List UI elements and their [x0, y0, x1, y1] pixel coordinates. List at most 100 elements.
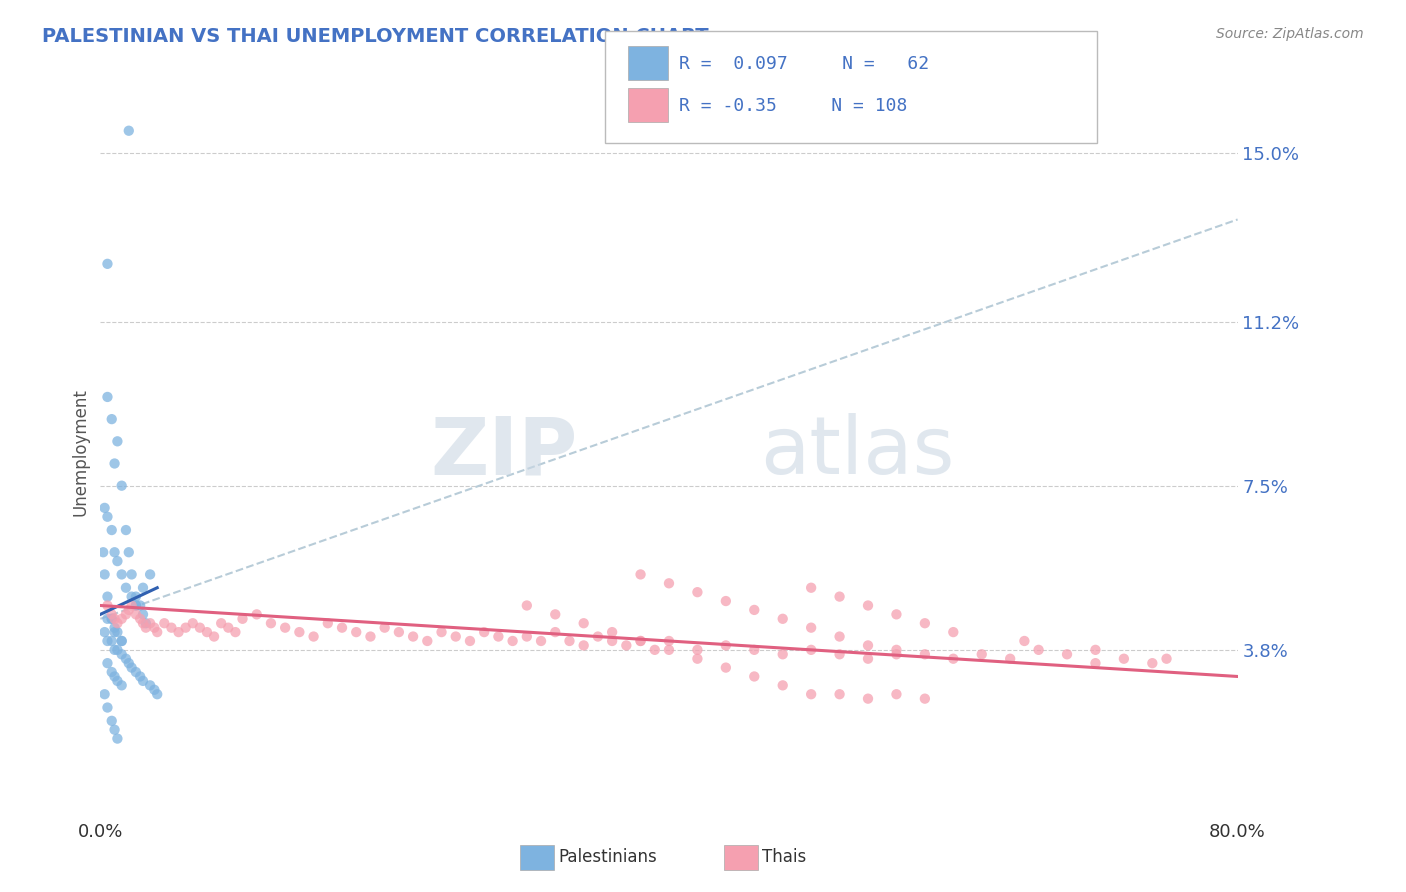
Point [1112, 651, 1135, 665]
Point [302, 630, 325, 644]
Point [139, 678, 162, 692]
Point [516, 599, 538, 613]
Point [107, 673, 129, 688]
Point [630, 634, 652, 648]
Point [111, 678, 134, 692]
Point [544, 607, 567, 622]
Point [188, 621, 211, 635]
Point [209, 616, 232, 631]
Point [800, 581, 823, 595]
Point [714, 594, 737, 608]
Point [886, 643, 908, 657]
Point [886, 648, 908, 662]
Point [658, 634, 681, 648]
Point [1084, 656, 1107, 670]
Point [132, 581, 155, 595]
Point [100, 412, 122, 426]
Point [274, 621, 297, 635]
Point [118, 545, 141, 559]
Point [217, 621, 239, 635]
Point [828, 687, 851, 701]
Point [146, 625, 169, 640]
Point [100, 607, 122, 622]
Point [96, 634, 118, 648]
Point [121, 567, 143, 582]
Point [103, 643, 125, 657]
Point [96, 700, 118, 714]
Point [100, 523, 122, 537]
Point [600, 625, 623, 640]
Point [630, 634, 652, 648]
Point [856, 639, 879, 653]
Point [125, 590, 148, 604]
Text: Thais: Thais [762, 848, 806, 866]
Point [107, 731, 129, 746]
Text: Palestinians: Palestinians [558, 848, 657, 866]
Point [115, 523, 138, 537]
Point [714, 660, 737, 674]
Point [416, 634, 439, 648]
Point [135, 621, 157, 635]
Point [828, 630, 851, 644]
Point [135, 616, 157, 631]
Point [402, 630, 425, 644]
Point [100, 634, 122, 648]
Point [146, 687, 169, 701]
Point [91, 545, 114, 559]
Point [630, 567, 652, 582]
Point [772, 678, 794, 692]
Point [600, 634, 623, 648]
Point [139, 616, 162, 631]
Point [288, 625, 311, 640]
Point [111, 567, 134, 582]
Point [1156, 651, 1178, 665]
Y-axis label: Unemployment: Unemployment [72, 389, 89, 516]
Point [125, 607, 148, 622]
Point [344, 625, 367, 640]
Point [107, 625, 129, 640]
Text: ZIP: ZIP [430, 413, 578, 491]
Point [115, 581, 138, 595]
Point [96, 612, 118, 626]
Point [129, 612, 152, 626]
Text: R =  0.097     N =   62: R = 0.097 N = 62 [679, 55, 929, 73]
Point [572, 616, 595, 631]
Text: Source: ZipAtlas.com: Source: ZipAtlas.com [1216, 27, 1364, 41]
Point [458, 634, 481, 648]
Point [96, 599, 118, 613]
Point [658, 643, 681, 657]
Point [107, 434, 129, 449]
Point [118, 603, 141, 617]
Point [100, 612, 122, 626]
Point [800, 643, 823, 657]
Text: atlas: atlas [761, 413, 955, 491]
Point [502, 634, 524, 648]
Point [558, 634, 581, 648]
Point [828, 590, 851, 604]
Point [742, 643, 765, 657]
Point [246, 607, 269, 622]
Point [143, 621, 166, 635]
Point [388, 625, 411, 640]
Point [856, 651, 879, 665]
Point [914, 616, 936, 631]
Point [121, 590, 143, 604]
Point [121, 599, 143, 613]
Point [125, 665, 148, 679]
Point [330, 621, 353, 635]
Point [942, 625, 965, 640]
Point [260, 616, 283, 631]
Point [686, 585, 709, 599]
Point [886, 687, 908, 701]
Point [742, 669, 765, 683]
Point [111, 648, 134, 662]
Point [686, 651, 709, 665]
Point [444, 630, 467, 644]
Point [107, 554, 129, 568]
Point [129, 669, 152, 683]
Point [572, 639, 595, 653]
Point [160, 621, 183, 635]
Point [998, 651, 1021, 665]
Point [96, 390, 118, 404]
Point [100, 665, 122, 679]
